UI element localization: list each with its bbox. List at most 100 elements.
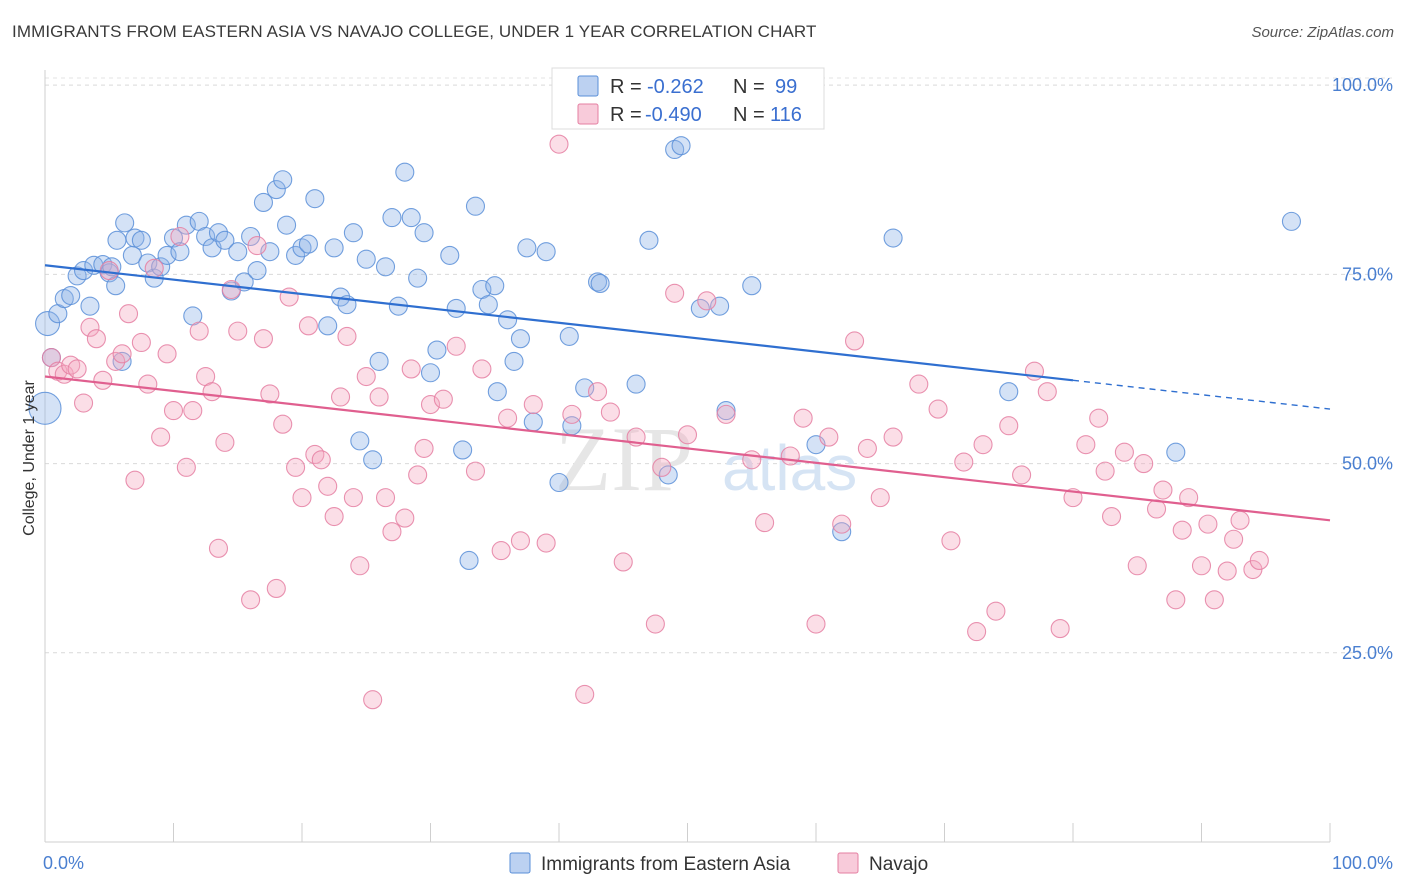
navajo-point <box>523 394 543 415</box>
navajo-point <box>80 317 100 337</box>
eastern-asia-point <box>131 230 151 250</box>
source-label: Source: ZipAtlas.com <box>1251 24 1394 41</box>
navajo-point <box>986 601 1006 621</box>
legend-n-value-0: 99 <box>775 76 797 98</box>
navajo-point <box>86 329 106 349</box>
eastern-asia-point <box>420 363 441 383</box>
navajo-point <box>928 399 948 419</box>
eastern-asia-point <box>1281 211 1301 231</box>
eastern-asia-point <box>324 238 344 258</box>
eastern-asia-point <box>382 208 402 228</box>
navajo-point <box>819 427 839 447</box>
navajo-point <box>549 134 569 154</box>
eastern-asia-point <box>498 310 518 330</box>
x-tick-labels: 0.0% 100.0% <box>43 823 1393 873</box>
eastern-asia-point <box>151 257 171 277</box>
bottom-legend-swatch-navajo <box>837 852 859 874</box>
eastern-asia-point <box>215 230 235 250</box>
navajo-point <box>247 236 267 256</box>
navajo-point <box>157 344 177 364</box>
navajo-point <box>665 283 685 303</box>
navajo-point <box>755 513 775 533</box>
eastern-asia-point <box>61 285 81 306</box>
navajo-point <box>600 402 620 422</box>
navajo-point <box>382 522 402 542</box>
eastern-asia-point <box>478 295 498 315</box>
legend-n-value-1: 116 <box>770 104 802 126</box>
y-tick-label: 50.0% <box>1342 454 1393 474</box>
navajo-point <box>99 261 119 281</box>
navajo-point <box>1089 408 1109 428</box>
eastern-asia-point <box>590 273 610 293</box>
eastern-asia-point <box>523 412 543 432</box>
eastern-asia-point <box>517 238 537 258</box>
navajo-point <box>395 508 415 528</box>
eastern-asia-point <box>465 196 486 216</box>
eastern-asia-point <box>369 351 389 371</box>
navajo-point <box>1114 442 1134 462</box>
legend-swatch-eastern-asia <box>577 75 599 97</box>
navajo-point <box>562 404 582 424</box>
eastern-asia-point <box>305 189 325 209</box>
y-axis-label: College, Under 1 year <box>21 380 38 536</box>
navajo-point <box>472 359 492 379</box>
eastern-asia-point <box>247 261 267 281</box>
legend-r-label-0: R = <box>610 76 642 98</box>
navajo-point <box>369 387 389 407</box>
eastern-asia-point <box>196 226 216 247</box>
eastern-asia-point <box>112 351 132 371</box>
navajo-point <box>253 329 274 349</box>
navajo-point <box>1166 590 1186 610</box>
navajo-point <box>1076 435 1096 455</box>
eastern-asia-point <box>318 316 338 336</box>
navajo-point <box>973 435 993 455</box>
navajo-point <box>1204 590 1224 610</box>
navajo-point <box>112 344 132 364</box>
navajo-point <box>337 326 357 346</box>
navajo-point <box>208 538 229 558</box>
navajo-point <box>375 488 396 508</box>
eastern-asia-point <box>626 374 646 394</box>
navajo-point <box>273 414 293 434</box>
eastern-asia-point <box>459 550 479 570</box>
navajo-point <box>260 384 280 404</box>
navajo-point <box>883 427 903 447</box>
navajo-point <box>241 590 261 610</box>
navajo-point <box>202 382 222 402</box>
navajo-point <box>279 287 299 307</box>
x-tick-label-min: 0.0% <box>43 853 84 873</box>
navajo-point <box>1198 514 1218 534</box>
navajo-point <box>1037 382 1057 402</box>
navajo-point <box>298 316 318 336</box>
navajo-point <box>1050 619 1070 639</box>
navajo-point <box>652 457 672 477</box>
navajo-point <box>221 279 241 300</box>
navajo-point <box>587 382 608 402</box>
navajo-point <box>401 359 421 379</box>
watermark-atlas: atlas <box>722 432 857 504</box>
eastern-asia-point <box>453 440 473 460</box>
eastern-asia-point <box>157 245 177 265</box>
navajo-point <box>414 438 434 458</box>
eastern-asia-point <box>401 208 421 228</box>
eastern-asia-point <box>414 223 434 243</box>
trend-line-eastern-asia <box>44 264 1074 382</box>
navajo-point <box>1153 480 1173 500</box>
legend-bottom: Immigrants from Eastern Asia Navajo <box>509 852 928 875</box>
navajo-point <box>954 452 974 472</box>
navajo-point <box>125 470 145 490</box>
bottom-legend-label-navajo: Navajo <box>869 854 928 875</box>
navajo-point <box>941 531 961 551</box>
navajo-point <box>465 461 486 481</box>
eastern-asia-point <box>639 230 659 250</box>
eastern-asia-point <box>395 162 415 182</box>
eastern-asia-point <box>277 215 297 235</box>
navajo-point <box>742 450 762 470</box>
watermark-zip: ZIP <box>555 408 693 510</box>
navajo-point <box>999 416 1019 436</box>
navajo-point <box>189 321 209 341</box>
eastern-asia-point <box>170 242 190 262</box>
navajo-point <box>806 614 826 634</box>
navajo-point <box>163 401 184 421</box>
eastern-asia-point <box>504 351 524 371</box>
